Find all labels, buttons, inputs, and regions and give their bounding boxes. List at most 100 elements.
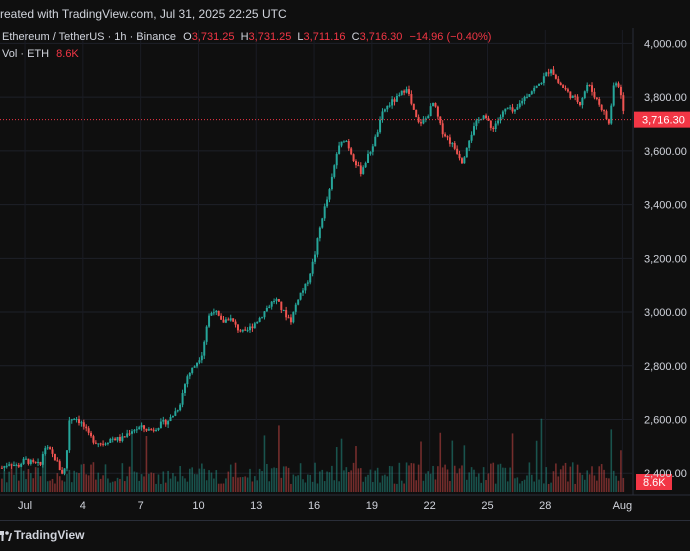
volume-bar bbox=[531, 474, 533, 492]
volume-bar bbox=[302, 479, 304, 492]
volume-bar bbox=[3, 471, 6, 492]
ohlc-legend: Ethereum / TetherUS · 1h · Binance O3,73… bbox=[2, 31, 491, 43]
candle-body bbox=[292, 311, 295, 323]
volume-bar bbox=[499, 463, 502, 492]
candle-body bbox=[407, 89, 410, 95]
candle-body bbox=[73, 419, 76, 421]
candle-body bbox=[0, 467, 3, 469]
y-tick-label: 3,800.00 bbox=[644, 92, 687, 104]
candle-body bbox=[473, 126, 475, 135]
volume-bar bbox=[241, 477, 244, 492]
candle-body bbox=[186, 376, 189, 385]
candle-body bbox=[273, 300, 276, 302]
candle-body bbox=[297, 299, 300, 305]
candle-body bbox=[314, 254, 317, 262]
candle-body bbox=[559, 82, 562, 86]
candle-body bbox=[400, 90, 403, 95]
volume-bar bbox=[567, 481, 569, 492]
volume-bar bbox=[63, 481, 66, 492]
volume-bar bbox=[487, 473, 490, 492]
candle-body bbox=[576, 96, 579, 102]
low-value: 3,711.16 bbox=[303, 31, 346, 43]
candle-body bbox=[200, 355, 203, 361]
volume-bar bbox=[49, 480, 51, 492]
candle-body bbox=[371, 146, 374, 152]
candle-body bbox=[277, 298, 280, 302]
candle-body bbox=[75, 419, 78, 421]
candle-body bbox=[434, 102, 437, 107]
candle-body bbox=[85, 426, 88, 429]
price-axis[interactable]: 2,400.00 2,600.00 2,800.00 3,000.00 3,200.00… bbox=[632, 28, 687, 495]
candle-body bbox=[249, 326, 252, 331]
volume-bar bbox=[369, 469, 372, 492]
volume-bar bbox=[275, 468, 278, 492]
volume-label[interactable]: Vol · ETH bbox=[2, 48, 50, 60]
volume-bar bbox=[270, 468, 273, 492]
symbol-title[interactable]: Ethereum / TetherUS · 1h · Binance bbox=[2, 31, 177, 43]
volume-bar bbox=[552, 471, 555, 492]
y-tick-label: 4,000.00 bbox=[644, 38, 687, 50]
volume-bar bbox=[393, 483, 396, 492]
volume-bar bbox=[42, 457, 44, 492]
volume-bar bbox=[311, 481, 314, 492]
volume-bar bbox=[465, 479, 468, 492]
volume-bar bbox=[612, 470, 615, 492]
candle-body bbox=[263, 311, 266, 318]
candle-body bbox=[133, 430, 136, 432]
candle-body bbox=[162, 420, 165, 422]
candle-body bbox=[600, 104, 603, 111]
candle-body bbox=[530, 91, 533, 95]
candle-body bbox=[92, 436, 95, 443]
candle-body bbox=[282, 310, 285, 312]
volume-bar bbox=[588, 474, 591, 492]
candle-body bbox=[130, 431, 133, 434]
time-axis[interactable]: Jul 4 7 10 13 16 19 22 25 28 Aug bbox=[0, 494, 690, 512]
volume-bar bbox=[174, 476, 177, 492]
candle-body bbox=[593, 91, 596, 98]
volume-bar bbox=[576, 464, 579, 492]
candle-body bbox=[217, 310, 220, 316]
volume-bar bbox=[128, 466, 131, 492]
volume-bar bbox=[32, 478, 35, 492]
volume-bar bbox=[335, 447, 338, 492]
volume-bar bbox=[234, 462, 237, 492]
volume-bar bbox=[514, 478, 516, 492]
x-tick-label: 16 bbox=[308, 500, 320, 512]
volume-bar bbox=[557, 476, 560, 492]
volume-bar bbox=[427, 471, 430, 492]
volume-bar bbox=[586, 470, 589, 492]
candle-body bbox=[612, 85, 615, 106]
candle-body bbox=[525, 96, 528, 98]
candle-body bbox=[420, 122, 423, 124]
candle-body bbox=[345, 141, 348, 143]
volume-bar bbox=[34, 467, 37, 492]
volume-bar bbox=[179, 466, 181, 492]
tradingview-brand: TradingView bbox=[14, 528, 85, 542]
candle-body bbox=[32, 460, 35, 462]
volume-bar bbox=[490, 463, 492, 492]
candle-body bbox=[470, 134, 473, 141]
volume-bar bbox=[148, 473, 150, 492]
candle-body bbox=[586, 84, 589, 92]
candle-body bbox=[220, 315, 223, 320]
volume-bar bbox=[396, 483, 398, 492]
volume-bar bbox=[266, 463, 268, 492]
low-label: L bbox=[297, 31, 304, 43]
candle-body bbox=[99, 443, 102, 445]
volume-bar bbox=[307, 474, 309, 492]
candle-body bbox=[94, 442, 97, 444]
volume-bar bbox=[398, 462, 401, 492]
volume-bar bbox=[61, 480, 63, 492]
volume-bar bbox=[244, 476, 246, 492]
candle-body bbox=[564, 87, 567, 90]
candle-body bbox=[352, 154, 355, 162]
candle-body bbox=[323, 206, 326, 219]
candle-body bbox=[393, 99, 396, 102]
candle-body bbox=[12, 465, 15, 467]
candle-body bbox=[521, 100, 524, 104]
candle-body bbox=[97, 443, 100, 445]
volume-bar bbox=[251, 481, 254, 492]
candle-body bbox=[102, 443, 105, 445]
x-tick-label: 13 bbox=[250, 500, 262, 512]
volume-bar bbox=[203, 468, 206, 492]
